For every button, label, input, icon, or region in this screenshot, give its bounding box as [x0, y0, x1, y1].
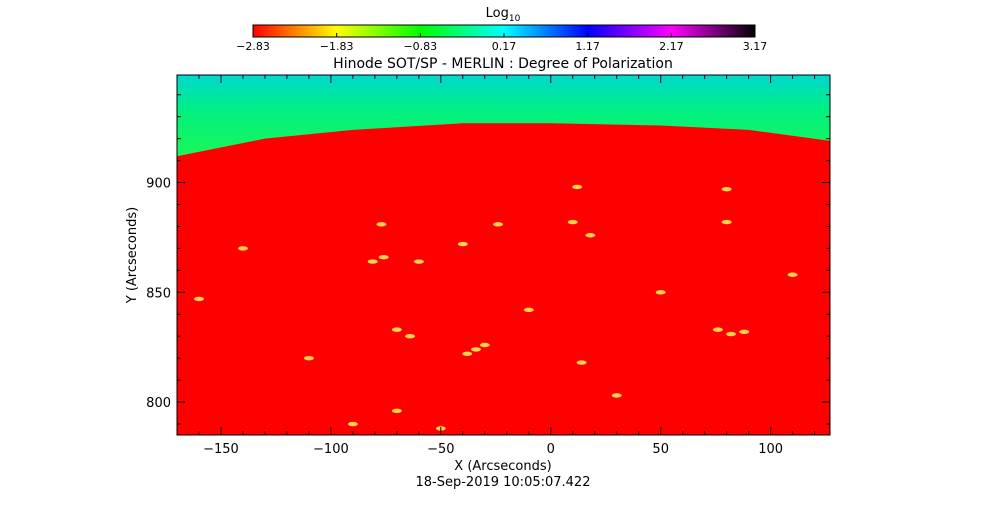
timestamp: 18-Sep-2019 10:05:07.422	[416, 475, 591, 490]
x-tick-label: 50	[652, 442, 669, 457]
colorbar-ticks: −2.83 −1.83 −0.83 0.17 1.17 2.17 3.17	[236, 33, 767, 53]
x-tick-label: −50	[427, 442, 454, 457]
polarization-feature	[479, 342, 490, 348]
polarization-feature	[726, 331, 737, 337]
y-tick-label: 900	[146, 177, 171, 192]
colorbar-tick-label: 3.17	[743, 40, 768, 53]
plot-frame	[176, 74, 831, 436]
polarization-feature	[347, 421, 358, 427]
x-axis: −150 −100 −50 0 50 100	[198, 75, 816, 457]
colorbar-tick-label: −0.83	[403, 40, 437, 53]
x-axis-label: X (Arcseconds)	[454, 459, 551, 474]
polarization-feature	[462, 351, 473, 356]
y-axis: 800 850 900	[146, 94, 830, 425]
polarization-feature	[493, 222, 504, 227]
solar-disk	[177, 123, 830, 435]
polarization-feature	[787, 272, 798, 277]
polarization-feature	[303, 355, 314, 361]
colorbar-tick-label: −2.83	[236, 40, 270, 53]
polarization-feature	[391, 408, 402, 414]
polarization-feature	[413, 259, 424, 264]
y-tick-label: 800	[146, 396, 171, 411]
polarization-feature	[376, 222, 387, 227]
x-tick-label: 0	[547, 442, 555, 457]
polarization-feature	[721, 186, 732, 192]
polarization-feature	[193, 296, 204, 302]
polarization-feature	[237, 246, 248, 251]
polarization-feature	[712, 327, 723, 332]
x-tick-label: 100	[758, 442, 783, 457]
polarization-feature	[721, 219, 732, 225]
polarization-feature	[367, 259, 378, 264]
polarization-feature	[576, 360, 587, 365]
y-tick-label: 850	[146, 286, 171, 301]
x-tick-label: −100	[313, 442, 349, 457]
colorbar-label: Log10	[486, 6, 521, 24]
polarization-feature	[378, 254, 389, 260]
polarization-feature	[611, 393, 622, 398]
polarization-feature	[457, 241, 468, 247]
polarization-feature	[739, 329, 750, 335]
polarization-feature	[567, 219, 578, 225]
colorbar-tick-label: 1.17	[575, 40, 600, 53]
polarization-feature	[655, 290, 666, 295]
polarization-features	[193, 184, 798, 431]
colorbar-tick-label: 2.17	[659, 40, 684, 53]
plot-area	[177, 75, 830, 435]
colorbar-tick-label: 0.17	[492, 40, 517, 53]
chart-title: Hinode SOT/SP - MERLIN : Degree of Polar…	[333, 56, 673, 72]
polarization-feature	[405, 334, 416, 339]
colorbar	[253, 25, 755, 37]
colorbar-tick-label: −1.83	[320, 40, 354, 53]
polarization-feature	[585, 233, 596, 238]
polarization-feature	[391, 327, 402, 332]
polarization-feature	[471, 347, 482, 352]
y-axis-label: Y (Arcseconds)	[125, 207, 140, 304]
x-tick-label: −150	[203, 442, 239, 457]
polarization-feature	[523, 307, 534, 313]
polarization-feature	[572, 184, 583, 190]
